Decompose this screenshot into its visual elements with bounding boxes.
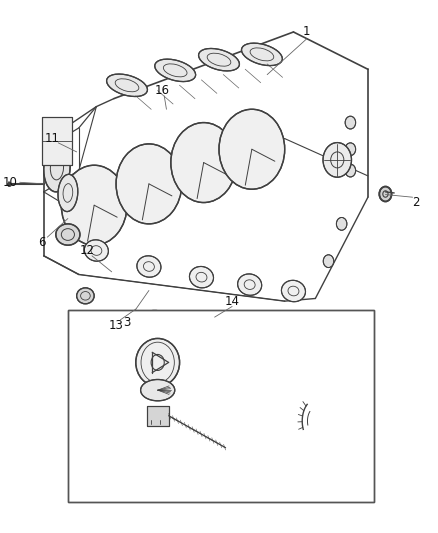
- Ellipse shape: [136, 338, 180, 386]
- Text: 6: 6: [38, 236, 46, 249]
- Bar: [68, 310, 374, 502]
- Ellipse shape: [77, 288, 94, 304]
- Ellipse shape: [137, 256, 161, 277]
- Circle shape: [116, 144, 182, 224]
- Text: 11: 11: [45, 132, 60, 145]
- Text: 1: 1: [303, 26, 311, 38]
- Circle shape: [323, 255, 334, 268]
- Ellipse shape: [282, 280, 305, 302]
- Circle shape: [345, 164, 356, 177]
- Bar: [68, 310, 374, 502]
- Ellipse shape: [379, 187, 392, 201]
- Circle shape: [345, 143, 356, 156]
- Text: 3: 3: [124, 316, 131, 329]
- Circle shape: [336, 217, 347, 230]
- Bar: [147, 406, 169, 426]
- Text: 16: 16: [155, 84, 170, 97]
- Ellipse shape: [241, 43, 283, 66]
- Circle shape: [171, 123, 237, 203]
- Circle shape: [219, 109, 285, 189]
- Ellipse shape: [190, 266, 213, 288]
- Ellipse shape: [106, 74, 148, 96]
- Circle shape: [345, 116, 356, 129]
- Circle shape: [61, 165, 127, 245]
- Ellipse shape: [85, 240, 108, 261]
- Ellipse shape: [141, 379, 175, 401]
- Text: 13: 13: [109, 319, 124, 332]
- Text: 12: 12: [80, 244, 95, 257]
- Ellipse shape: [44, 144, 70, 192]
- Ellipse shape: [198, 49, 240, 71]
- Text: 14: 14: [225, 295, 240, 308]
- Ellipse shape: [58, 174, 78, 212]
- Ellipse shape: [238, 274, 261, 295]
- Bar: [147, 406, 169, 426]
- Text: 10: 10: [2, 176, 17, 189]
- Ellipse shape: [323, 143, 351, 177]
- Bar: [42, 117, 72, 165]
- Ellipse shape: [155, 59, 196, 82]
- Bar: [42, 117, 72, 165]
- Text: 2: 2: [412, 196, 420, 209]
- Ellipse shape: [56, 224, 80, 245]
